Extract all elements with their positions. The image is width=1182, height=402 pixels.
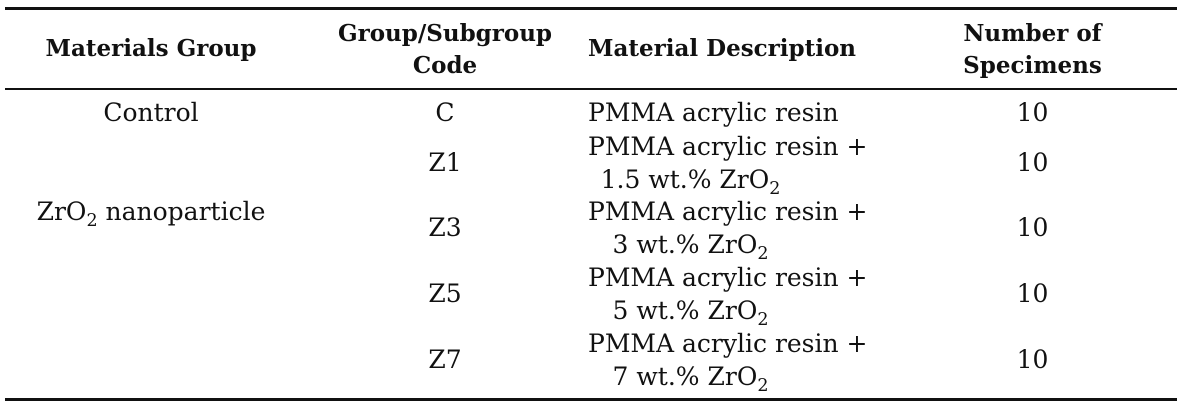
description-line2: 1.5 wt.% ZrO2 [600, 165, 781, 200]
header-group-code: Group/Subgroup Code [302, 18, 588, 82]
table-row-specimens: 10 [1016, 345, 1049, 374]
header-material-description: Material Description [588, 35, 857, 62]
table-row-specimens: 10 [1016, 213, 1049, 242]
table-row-description: PMMA acrylic resin + 5 wt.% ZrO2 [588, 261, 868, 331]
table-row-code: Z1 [428, 148, 462, 177]
header-group-code-line1: Group/Subgroup [337, 20, 553, 47]
table-row-code: Z3 [428, 213, 462, 242]
description-line1: PMMA acrylic resin + [588, 197, 868, 226]
description-line2: 7 wt.% ZrO2 [612, 362, 769, 397]
group-control: Control [103, 98, 199, 127]
table-row-description: PMMA acrylic resin + 7 wt.% ZrO2 [588, 327, 868, 397]
table-row-description: PMMA acrylic resin [588, 98, 839, 127]
group-zro2-nanoparticle: ZrO2 nanoparticle [0, 195, 302, 232]
header-materials-group: Materials Group [45, 35, 257, 62]
description-line2: 3 wt.% ZrO2 [612, 230, 769, 265]
table-row-specimens: 10 [1016, 279, 1049, 308]
table-row-code: C [435, 98, 455, 127]
description-line1: PMMA acrylic resin + [588, 132, 868, 161]
table-bottom-rule [5, 398, 1177, 401]
table-row-specimens: 10 [1016, 98, 1049, 127]
description-line1: PMMA acrylic resin + [588, 329, 868, 358]
table-row-description: PMMA acrylic resin + 3 wt.% ZrO2 [588, 195, 868, 265]
description-line1: PMMA acrylic resin + [588, 263, 868, 292]
header-specimens-line1: Number of [963, 20, 1102, 47]
description-line2: 5 wt.% ZrO2 [612, 296, 769, 331]
table-row-specimens: 10 [1016, 148, 1049, 177]
table-header-rule [5, 88, 1177, 90]
header-number-of-specimens: Number of Specimens [915, 18, 1150, 82]
table-row-code: Z7 [428, 345, 462, 374]
group-zro2-prefix: ZrO [36, 197, 87, 226]
table-row-description: PMMA acrylic resin + 1.5 wt.% ZrO2 [588, 130, 868, 200]
table-top-rule [5, 7, 1177, 10]
header-specimens-line2: Specimens [963, 52, 1102, 79]
header-group-code-line2: Code [412, 52, 478, 79]
group-zro2-suffix: nanoparticle [97, 197, 266, 226]
table-row-code: Z5 [428, 279, 462, 308]
group-zro2-subscript: 2 [86, 211, 98, 232]
